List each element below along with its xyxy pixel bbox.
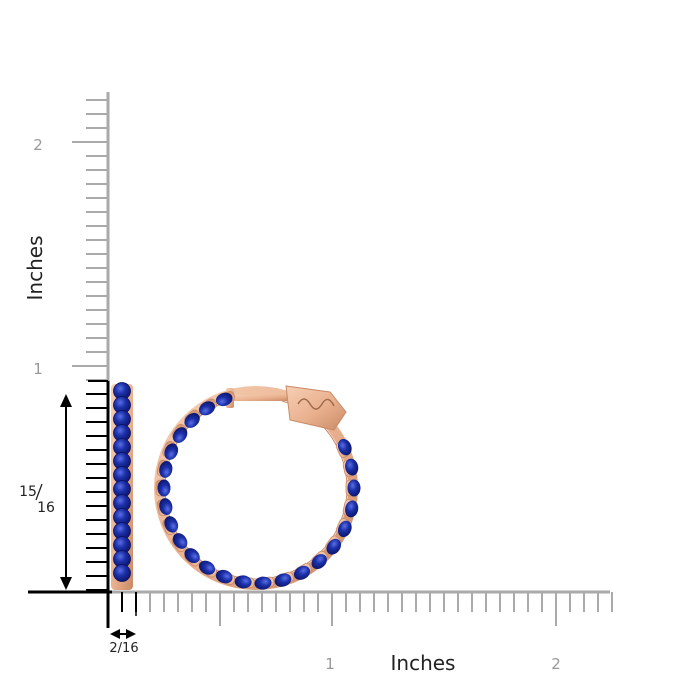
sapphire-stone — [311, 554, 327, 570]
sapphire-stone — [337, 438, 352, 456]
sapphire-stone — [164, 516, 179, 533]
earring-front-view — [154, 385, 361, 590]
x-axis-title: Inches — [391, 651, 456, 675]
sapphire-stone — [345, 500, 359, 518]
x-tick-label-1: 1 — [325, 655, 335, 673]
sapphire-stone — [113, 564, 131, 582]
sapphire-stone — [159, 498, 173, 515]
sapphire-stone — [157, 479, 171, 497]
sapphire-stone — [345, 458, 359, 476]
sapphire-stone — [215, 569, 233, 584]
height-dimension: 15 16 — [19, 380, 112, 594]
sapphire-stone — [172, 533, 188, 549]
sapphire-stone — [198, 401, 216, 416]
height-fraction-numerator: 15 — [19, 484, 37, 500]
sapphire-stone — [254, 576, 272, 590]
sapphire-stone — [215, 392, 233, 407]
height-fraction-denominator: 16 — [37, 500, 55, 516]
width-dimension: 2/16 — [106, 592, 139, 656]
sapphire-stone — [326, 538, 342, 555]
horizontal-ruler — [108, 590, 613, 626]
y-axis-title: Inches — [23, 236, 47, 301]
sapphire-stone — [234, 575, 252, 589]
sapphire-stone — [274, 573, 292, 587]
sapphire-stone — [198, 560, 216, 575]
y-tick-label-2: 2 — [33, 136, 43, 154]
sapphire-stone — [347, 479, 361, 497]
sapphire-stone — [164, 443, 179, 460]
earring-side-profile — [111, 382, 133, 590]
sapphire-stone — [293, 565, 311, 580]
vertical-ruler — [72, 92, 110, 591]
sapphire-stone — [184, 412, 200, 428]
x-tick-label-2: 2 — [551, 655, 561, 673]
sapphire-stone — [159, 461, 173, 478]
sapphire-stone — [184, 548, 200, 564]
y-tick-label-1: 1 — [33, 360, 43, 378]
sapphire-stone — [172, 427, 188, 443]
width-fraction: 2/16 — [109, 641, 138, 656]
sapphire-stone — [337, 520, 352, 538]
